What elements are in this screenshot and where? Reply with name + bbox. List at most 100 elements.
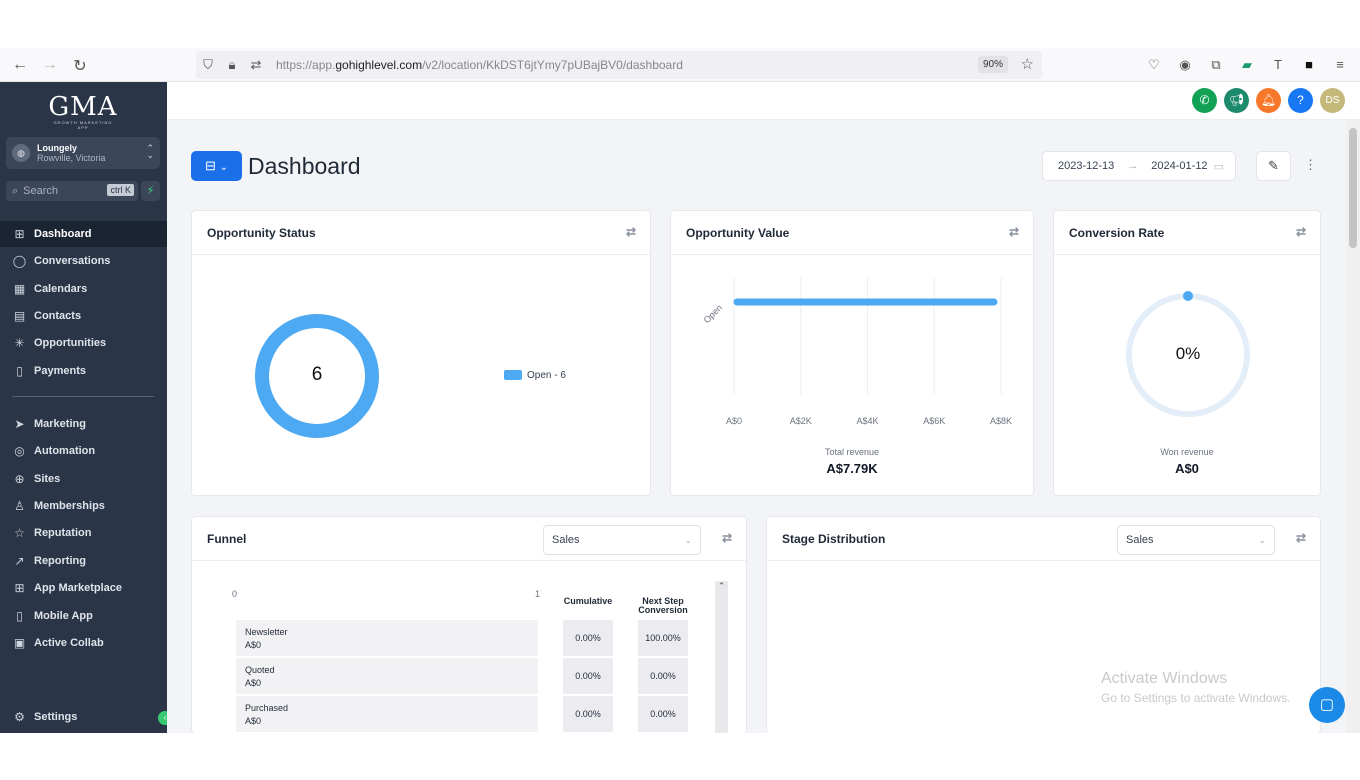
next-step-cell: 100.00% <box>638 620 688 656</box>
card-title: Opportunity Status <box>207 225 316 240</box>
address-bar[interactable]: ⛉ 🔒︎ ⇄ https://app.gohighlevel.com/v2/lo… <box>196 51 1042 79</box>
menu-icon[interactable]: ≡ <box>1336 57 1344 72</box>
user-avatar[interactable]: DS <box>1320 88 1345 113</box>
donut-center-value: 6 <box>311 364 323 385</box>
announcement-icon[interactable]: 📢︎ <box>1224 88 1249 113</box>
back-icon[interactable]: ← <box>12 56 28 73</box>
cumulative-cell: 0.00% <box>563 620 613 656</box>
extension-text-icon[interactable]: T <box>1274 57 1282 72</box>
permissions-icon[interactable]: ⇄ <box>250 57 262 72</box>
scroll-up-icon[interactable]: ⌃ <box>717 581 726 591</box>
lock-icon[interactable]: 🔒︎ <box>228 57 236 72</box>
chevron-down-icon: ⌄ <box>219 162 228 173</box>
sidebar-item-sites[interactable]: ⊕ Sites <box>0 466 167 492</box>
card-title: Stage Distribution <box>782 531 886 546</box>
top-margin <box>0 0 1360 48</box>
sidebar-item-reporting[interactable]: ↗ Reporting <box>0 548 167 574</box>
phone-icon[interactable]: ✆ <box>1192 88 1217 113</box>
camera-icon[interactable]: ■ <box>1305 57 1313 72</box>
page-title: Dashboard <box>248 153 361 179</box>
send-icon: ➤ <box>14 417 25 431</box>
sidebar-item-marketing[interactable]: ➤ Marketing <box>0 411 167 437</box>
scrollbar-thumb[interactable] <box>1349 128 1357 248</box>
sidebar-item-contacts[interactable]: ▤ Contacts <box>13 309 82 323</box>
gear-icon: ⚙︎ <box>14 710 25 724</box>
legend-item-open[interactable]: Open - 6 <box>504 370 566 381</box>
edit-dashboard-button[interactable]: ✎ <box>1256 151 1291 181</box>
star-icon: ☆ <box>14 526 25 540</box>
brand-logo[interactable]: GMA GROWTH MARKETING APP <box>48 92 118 130</box>
funnel-row[interactable]: Newsletter A$0 <box>236 620 538 656</box>
shield-icon[interactable]: ⛉ <box>203 57 213 72</box>
account-switcher[interactable]: ◍ Loungely Rowville, Victoria ⌃ ⌄ <box>6 137 160 169</box>
quick-actions-icon[interactable]: ⚡︎ <box>141 181 160 201</box>
reload-icon[interactable]: ↻ <box>73 58 87 75</box>
browser-toolbar: ← → ↻ ⛉ 🔒︎ ⇄ https://app.gohighlevel.com… <box>0 48 1360 82</box>
funnel-row[interactable]: Purchased A$0 <box>236 696 538 732</box>
gauge-indicator <box>1183 291 1193 301</box>
chart-line-icon: ↗ <box>14 554 25 568</box>
filter-settings-icon[interactable]: ⇄ <box>1295 225 1306 239</box>
date-end[interactable]: 2024-01-12 <box>1151 160 1208 172</box>
search-input[interactable]: ⌕ Search ctrl K <box>6 181 138 201</box>
globe-icon: ⊕ <box>14 472 25 486</box>
won-revenue-label: Won revenue <box>1160 447 1214 457</box>
stage-pipeline-select[interactable]: Sales ⌄ <box>1117 525 1275 555</box>
conversion-rate-value: 0% <box>1175 344 1201 363</box>
x-tick-label: A$4K <box>856 416 878 426</box>
funnel-card: Funnel Sales ⌄ ⇄ 0 1 Cumulative Next Step… <box>191 516 747 733</box>
sidebar-item-dashboard[interactable]: ⊞ Dashboard <box>0 221 167 247</box>
funnel-pipeline-select[interactable]: Sales ⌄ <box>543 525 701 555</box>
extensions-icon[interactable]: ⧉ <box>1211 57 1221 72</box>
filter-settings-icon[interactable]: ⇄ <box>1295 531 1306 545</box>
sidebar-item-payments[interactable]: ▯ Payments <box>0 358 167 384</box>
sidebar-item-active-collab[interactable]: ▣ Active Collab <box>13 636 104 650</box>
filter-settings-icon[interactable]: ⇄ <box>625 225 636 239</box>
funnel-scrollbar[interactable]: ⌃ <box>715 581 728 733</box>
extension-green-icon[interactable]: ▰ <box>1242 57 1252 72</box>
bookmark-star-icon[interactable]: ☆ <box>1020 56 1034 73</box>
chevron-updown-icon: ⌃ ⌄ <box>146 143 154 160</box>
sidebar-item-calendars[interactable]: ▦ Calendars <box>13 282 88 296</box>
sidebar-item-app-marketplace[interactable]: ⊞ App Marketplace <box>0 575 167 601</box>
help-icon[interactable]: ? <box>1288 88 1313 113</box>
url-text[interactable]: https://app.gohighlevel.com/v2/location/… <box>276 58 683 72</box>
donut-chart <box>255 314 379 438</box>
app-header: ✆ 📢︎ 🔔︎ ? DS <box>167 82 1360 120</box>
sidebar-item-automation[interactable]: ◎ Automation <box>0 438 167 464</box>
card-title: Opportunity Value <box>686 225 790 240</box>
funnel-axis-max: 1 <box>535 589 541 599</box>
dashboard-switcher-button[interactable]: ⊟ ⌄ <box>191 151 242 181</box>
chat-widget-icon[interactable]: ▢ <box>1309 687 1345 723</box>
filter-settings-icon[interactable]: ⇄ <box>1008 225 1019 239</box>
sidebar-item-opportunities[interactable]: ✳︎ Opportunities <box>0 330 167 356</box>
arrow-right-icon: → <box>1127 160 1139 172</box>
collab-icon: ▣ <box>13 636 26 650</box>
calendar-icon: ▦ <box>13 282 26 296</box>
pencil-icon: ✎ <box>1268 158 1279 173</box>
apps-icon: ⊞ <box>14 581 25 595</box>
forward-icon[interactable]: → <box>42 56 58 73</box>
search-placeholder: Search <box>23 185 59 197</box>
account-icon[interactable]: ◉ <box>1179 57 1191 72</box>
page-scrollbar[interactable] <box>1346 120 1360 733</box>
sidebar-item-settings[interactable]: ⚙︎ Settings <box>0 704 167 730</box>
pocket-icon[interactable]: ♡ <box>1148 57 1160 72</box>
legend-swatch <box>504 370 522 381</box>
more-options-icon[interactable]: ⋮ <box>1304 157 1317 172</box>
funnel-row[interactable]: Quoted A$0 <box>236 658 538 694</box>
bell-icon[interactable]: 🔔︎ <box>1256 88 1281 113</box>
date-range-picker[interactable]: 2023-12-13 → 2024-01-12 ▭ <box>1042 151 1236 181</box>
zoom-level[interactable]: 90% <box>977 56 1008 73</box>
date-start[interactable]: 2023-12-13 <box>1058 160 1115 172</box>
sidebar-item-mobile-app[interactable]: ▯ Mobile App <box>0 603 167 629</box>
sidebar-item-reputation[interactable]: ☆ Reputation <box>0 520 167 546</box>
sidebar-item-memberships[interactable]: ♙ Memberships <box>0 493 167 519</box>
filter-settings-icon[interactable]: ⇄ <box>721 531 732 545</box>
total-revenue-value: A$7.79K <box>826 461 878 476</box>
funnel-axis-min: 0 <box>232 589 238 599</box>
opportunities-icon: ✳︎ <box>14 336 25 350</box>
card-title: Funnel <box>207 531 247 546</box>
donut-slice-open[interactable] <box>255 314 379 438</box>
sidebar-item-conversations[interactable]: ◯ Conversations <box>12 254 111 268</box>
